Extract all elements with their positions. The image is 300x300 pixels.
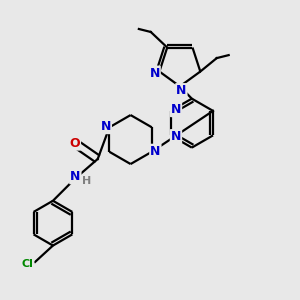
Text: N: N	[100, 120, 111, 133]
Text: H: H	[82, 176, 91, 186]
Text: O: O	[69, 136, 80, 150]
Text: N: N	[150, 145, 161, 158]
Text: N: N	[171, 103, 181, 116]
Text: Cl: Cl	[22, 260, 34, 269]
Text: N: N	[70, 170, 80, 183]
Text: N: N	[171, 130, 181, 143]
Text: N: N	[149, 67, 160, 80]
Text: N: N	[176, 84, 187, 97]
